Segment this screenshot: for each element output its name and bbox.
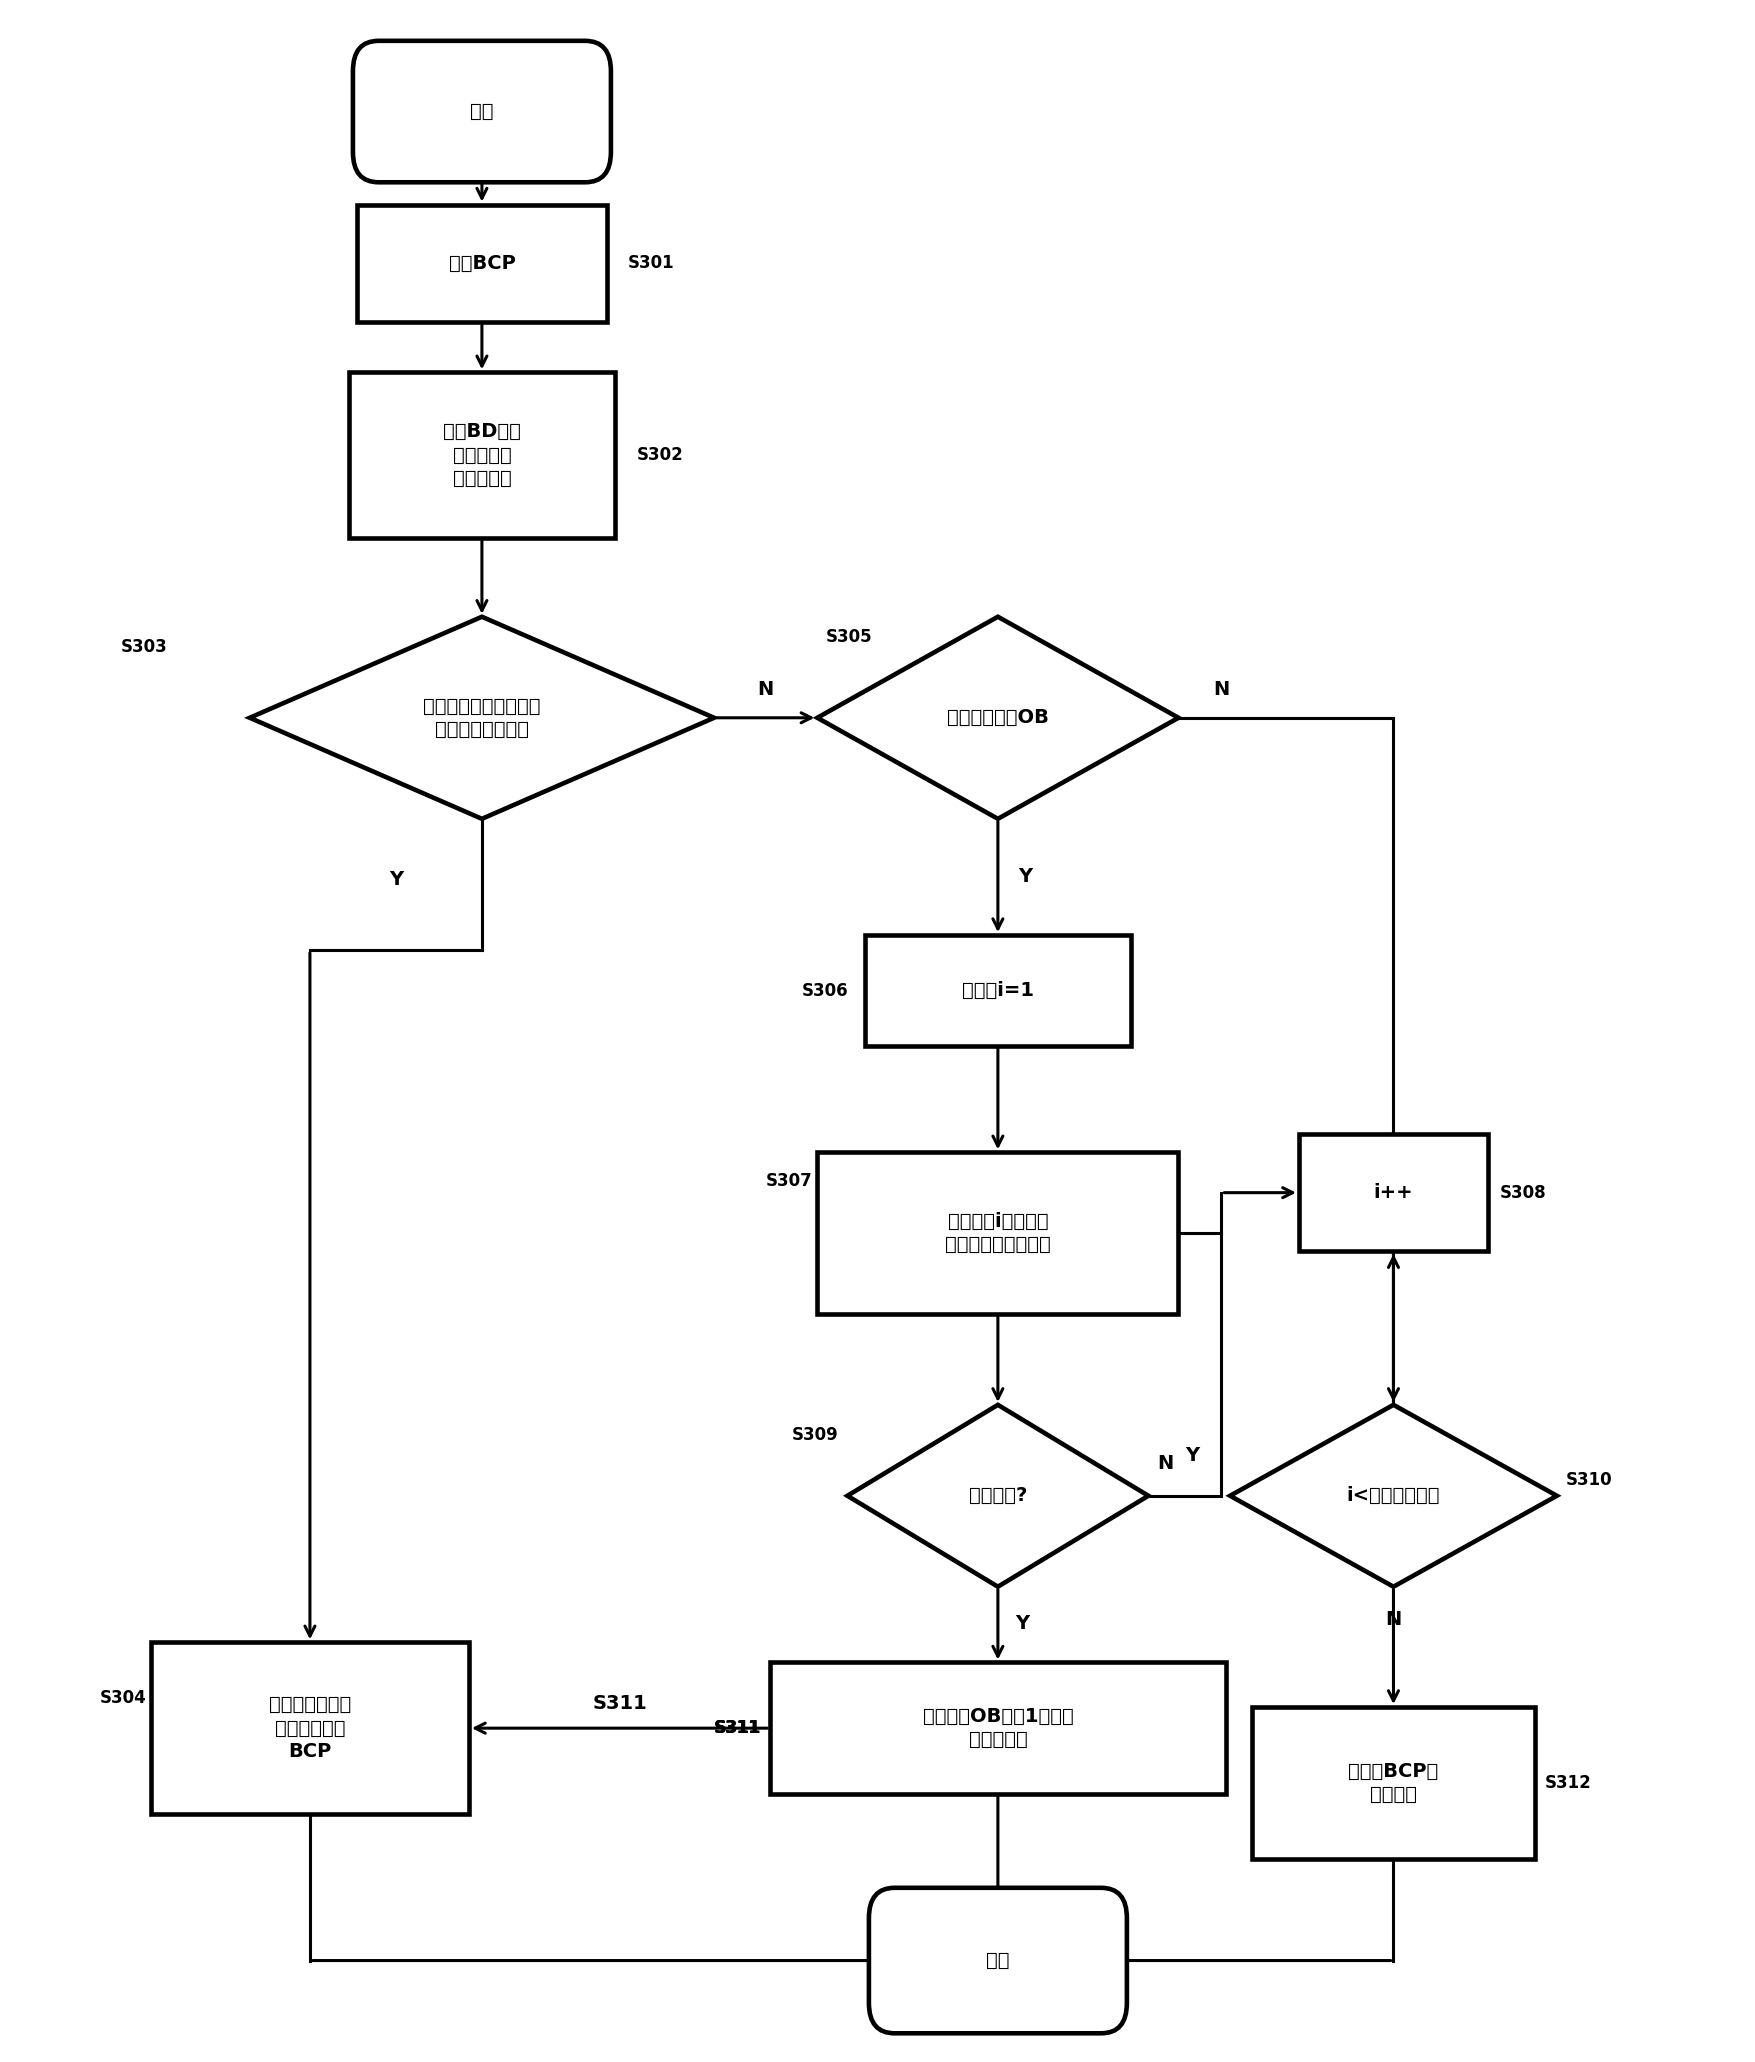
Text: S301: S301	[628, 254, 674, 272]
Text: S311: S311	[591, 1695, 648, 1714]
Text: S311: S311	[714, 1720, 760, 1736]
Text: S303: S303	[121, 637, 167, 656]
Polygon shape	[818, 617, 1178, 819]
Bar	[1299, 1134, 1488, 1252]
Text: Y: Y	[1014, 1615, 1028, 1633]
Text: 结束: 结束	[986, 1951, 1009, 1969]
Bar	[1251, 1707, 1536, 1858]
Text: 是否有空闲的OB: 是否有空闲的OB	[948, 707, 1049, 728]
Text: S308: S308	[1501, 1184, 1546, 1202]
Bar	[349, 373, 616, 538]
Text: 预留成功，更新
路由表，转发
BCP: 预留成功，更新 路由表，转发 BCP	[269, 1695, 351, 1761]
Text: 采用信道调度算法分配
波长信道是否成功: 采用信道调度算法分配 波长信道是否成功	[423, 697, 541, 738]
Text: N: N	[758, 680, 774, 699]
Text: i<最大查询次数: i<最大查询次数	[1346, 1487, 1441, 1505]
Text: S304: S304	[100, 1689, 147, 1707]
Bar	[818, 1153, 1179, 1313]
Text: S312: S312	[1544, 1773, 1592, 1792]
Text: i++: i++	[1374, 1184, 1413, 1202]
Text: N: N	[1213, 680, 1230, 699]
Text: Y: Y	[390, 870, 404, 889]
Bar	[770, 1662, 1225, 1794]
Text: 读取BD根据
路由算法获
取输出端口: 读取BD根据 路由算法获 取输出端口	[442, 423, 521, 489]
Bar	[151, 1641, 469, 1815]
Text: N: N	[1385, 1610, 1402, 1629]
Bar	[358, 204, 607, 322]
Text: 分配成功?: 分配成功?	[969, 1487, 1027, 1505]
Text: Y: Y	[1185, 1445, 1199, 1464]
Text: Y: Y	[1018, 868, 1032, 887]
Bar	[865, 934, 1132, 1045]
Text: S309: S309	[792, 1427, 839, 1443]
Text: S305: S305	[827, 629, 872, 645]
Text: S311: S311	[714, 1720, 762, 1736]
Text: S310: S310	[1565, 1470, 1613, 1489]
Polygon shape	[848, 1404, 1148, 1588]
Text: 丢弃该BCP，
预留失败: 丢弃该BCP， 预留失败	[1348, 1761, 1439, 1804]
Text: S306: S306	[802, 982, 848, 1000]
Text: S302: S302	[637, 445, 683, 464]
Text: S311: S311	[714, 1720, 760, 1736]
Text: 延迟缓存i个单元，
用调度算法分配波长: 延迟缓存i个单元， 用调度算法分配波长	[944, 1212, 1051, 1254]
Text: 初始化i=1: 初始化i=1	[962, 982, 1034, 1000]
Polygon shape	[1230, 1404, 1557, 1588]
FancyBboxPatch shape	[869, 1889, 1127, 2033]
Text: 收到BCP: 收到BCP	[449, 254, 516, 272]
Text: 被占用的OB数加1，存储
缓存时间。: 被占用的OB数加1，存储 缓存时间。	[923, 1707, 1074, 1749]
Text: 开始: 开始	[470, 101, 493, 122]
Text: N: N	[1158, 1454, 1174, 1472]
Text: S307: S307	[765, 1171, 813, 1190]
Polygon shape	[249, 617, 714, 819]
FancyBboxPatch shape	[353, 41, 611, 181]
